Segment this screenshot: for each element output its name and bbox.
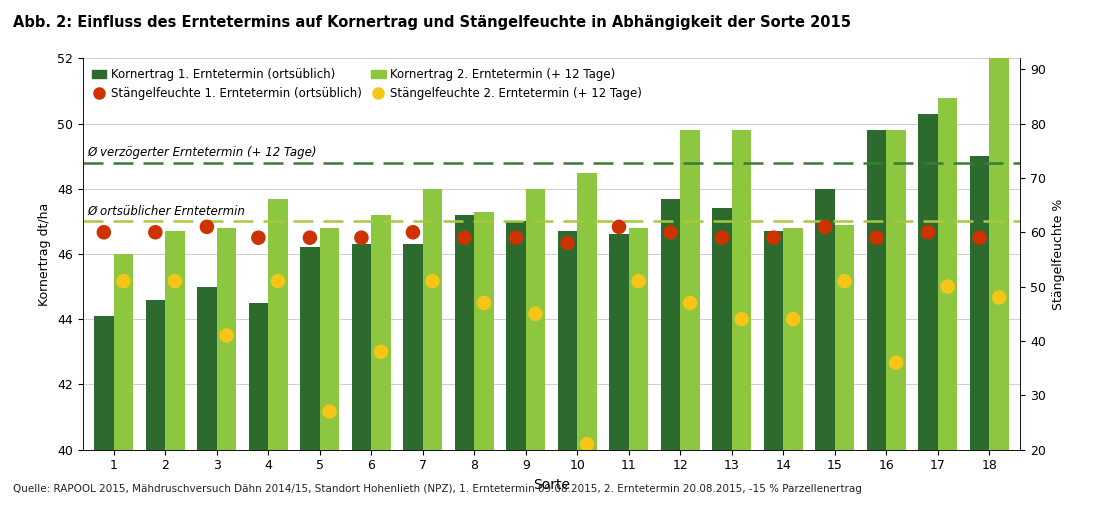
Point	[939, 282, 956, 291]
Bar	[887, 130, 906, 508]
X-axis label: Sorte: Sorte	[533, 478, 570, 492]
Point	[558, 239, 576, 247]
Point	[610, 223, 628, 231]
Point	[95, 228, 113, 236]
Point	[507, 234, 525, 242]
Bar	[165, 231, 184, 508]
Bar	[661, 199, 681, 508]
Point	[732, 315, 750, 323]
Bar	[403, 244, 422, 508]
Bar	[783, 228, 803, 508]
Bar	[835, 225, 855, 508]
Point	[868, 234, 886, 242]
Bar	[867, 130, 887, 508]
Bar	[422, 189, 442, 508]
Bar	[609, 235, 629, 508]
Point	[269, 277, 287, 285]
Bar	[713, 208, 731, 508]
Point	[115, 277, 132, 285]
Point	[630, 277, 647, 285]
Point	[424, 277, 441, 285]
Point	[887, 359, 904, 367]
Y-axis label: Stängelfeuchte %: Stängelfeuchte %	[1051, 198, 1064, 310]
Legend: Kornertrag 1. Erntetermin (ortsüblich), Stängelfeuchte 1. Erntetermin (ortsüblic: Kornertrag 1. Erntetermin (ortsüblich), …	[88, 65, 645, 103]
Bar	[763, 231, 783, 508]
Point	[475, 299, 493, 307]
Bar	[197, 287, 216, 508]
Point	[764, 234, 782, 242]
Point	[372, 348, 389, 356]
Text: Ø ortsüblicher Erntetermin: Ø ortsüblicher Erntetermin	[87, 205, 245, 217]
Point	[404, 228, 421, 236]
Bar	[919, 114, 938, 508]
Point	[714, 234, 731, 242]
Bar	[558, 231, 577, 508]
Bar	[526, 189, 545, 508]
Point	[353, 234, 371, 242]
Bar	[577, 173, 597, 508]
Point	[217, 331, 235, 339]
Bar	[300, 247, 320, 508]
Bar	[731, 130, 751, 508]
Bar	[454, 215, 474, 508]
Point	[321, 407, 339, 416]
Point	[662, 228, 679, 236]
Y-axis label: Kornertrag dt/ha: Kornertrag dt/ha	[39, 202, 52, 306]
Point	[682, 299, 699, 307]
Bar	[938, 98, 957, 508]
Bar	[970, 156, 989, 508]
Bar	[629, 228, 649, 508]
Bar	[114, 254, 133, 508]
Bar	[474, 212, 494, 508]
Point	[816, 223, 834, 231]
Bar	[268, 199, 288, 508]
Point	[578, 440, 596, 448]
Point	[301, 234, 319, 242]
Point	[527, 310, 545, 318]
Bar	[989, 49, 1009, 508]
Point	[147, 228, 164, 236]
Point	[836, 277, 854, 285]
Text: Quelle: RAPOOL 2015, Mähdruschversuch Dähn 2014/15, Standort Hohenlieth (NPZ), 1: Quelle: RAPOOL 2015, Mähdruschversuch Dä…	[13, 484, 863, 494]
Text: Abb. 2: Einfluss des Erntetermins auf Kornertrag und Stängelfeuchte in Abhängigk: Abb. 2: Einfluss des Erntetermins auf Ko…	[13, 15, 852, 30]
Bar	[320, 228, 340, 508]
Point	[199, 223, 216, 231]
Bar	[815, 189, 835, 508]
Point	[249, 234, 267, 242]
Bar	[681, 130, 700, 508]
Bar	[146, 300, 165, 508]
Bar	[372, 215, 390, 508]
Text: Ø verzögerter Erntetermin (+ 12 Tage): Ø verzögerter Erntetermin (+ 12 Tage)	[87, 146, 317, 159]
Bar	[248, 303, 268, 508]
Bar	[506, 221, 526, 508]
Point	[990, 294, 1008, 302]
Point	[919, 228, 936, 236]
Bar	[94, 316, 114, 508]
Point	[971, 234, 988, 242]
Bar	[352, 244, 372, 508]
Point	[456, 234, 473, 242]
Point	[167, 277, 184, 285]
Bar	[216, 228, 236, 508]
Point	[784, 315, 802, 323]
